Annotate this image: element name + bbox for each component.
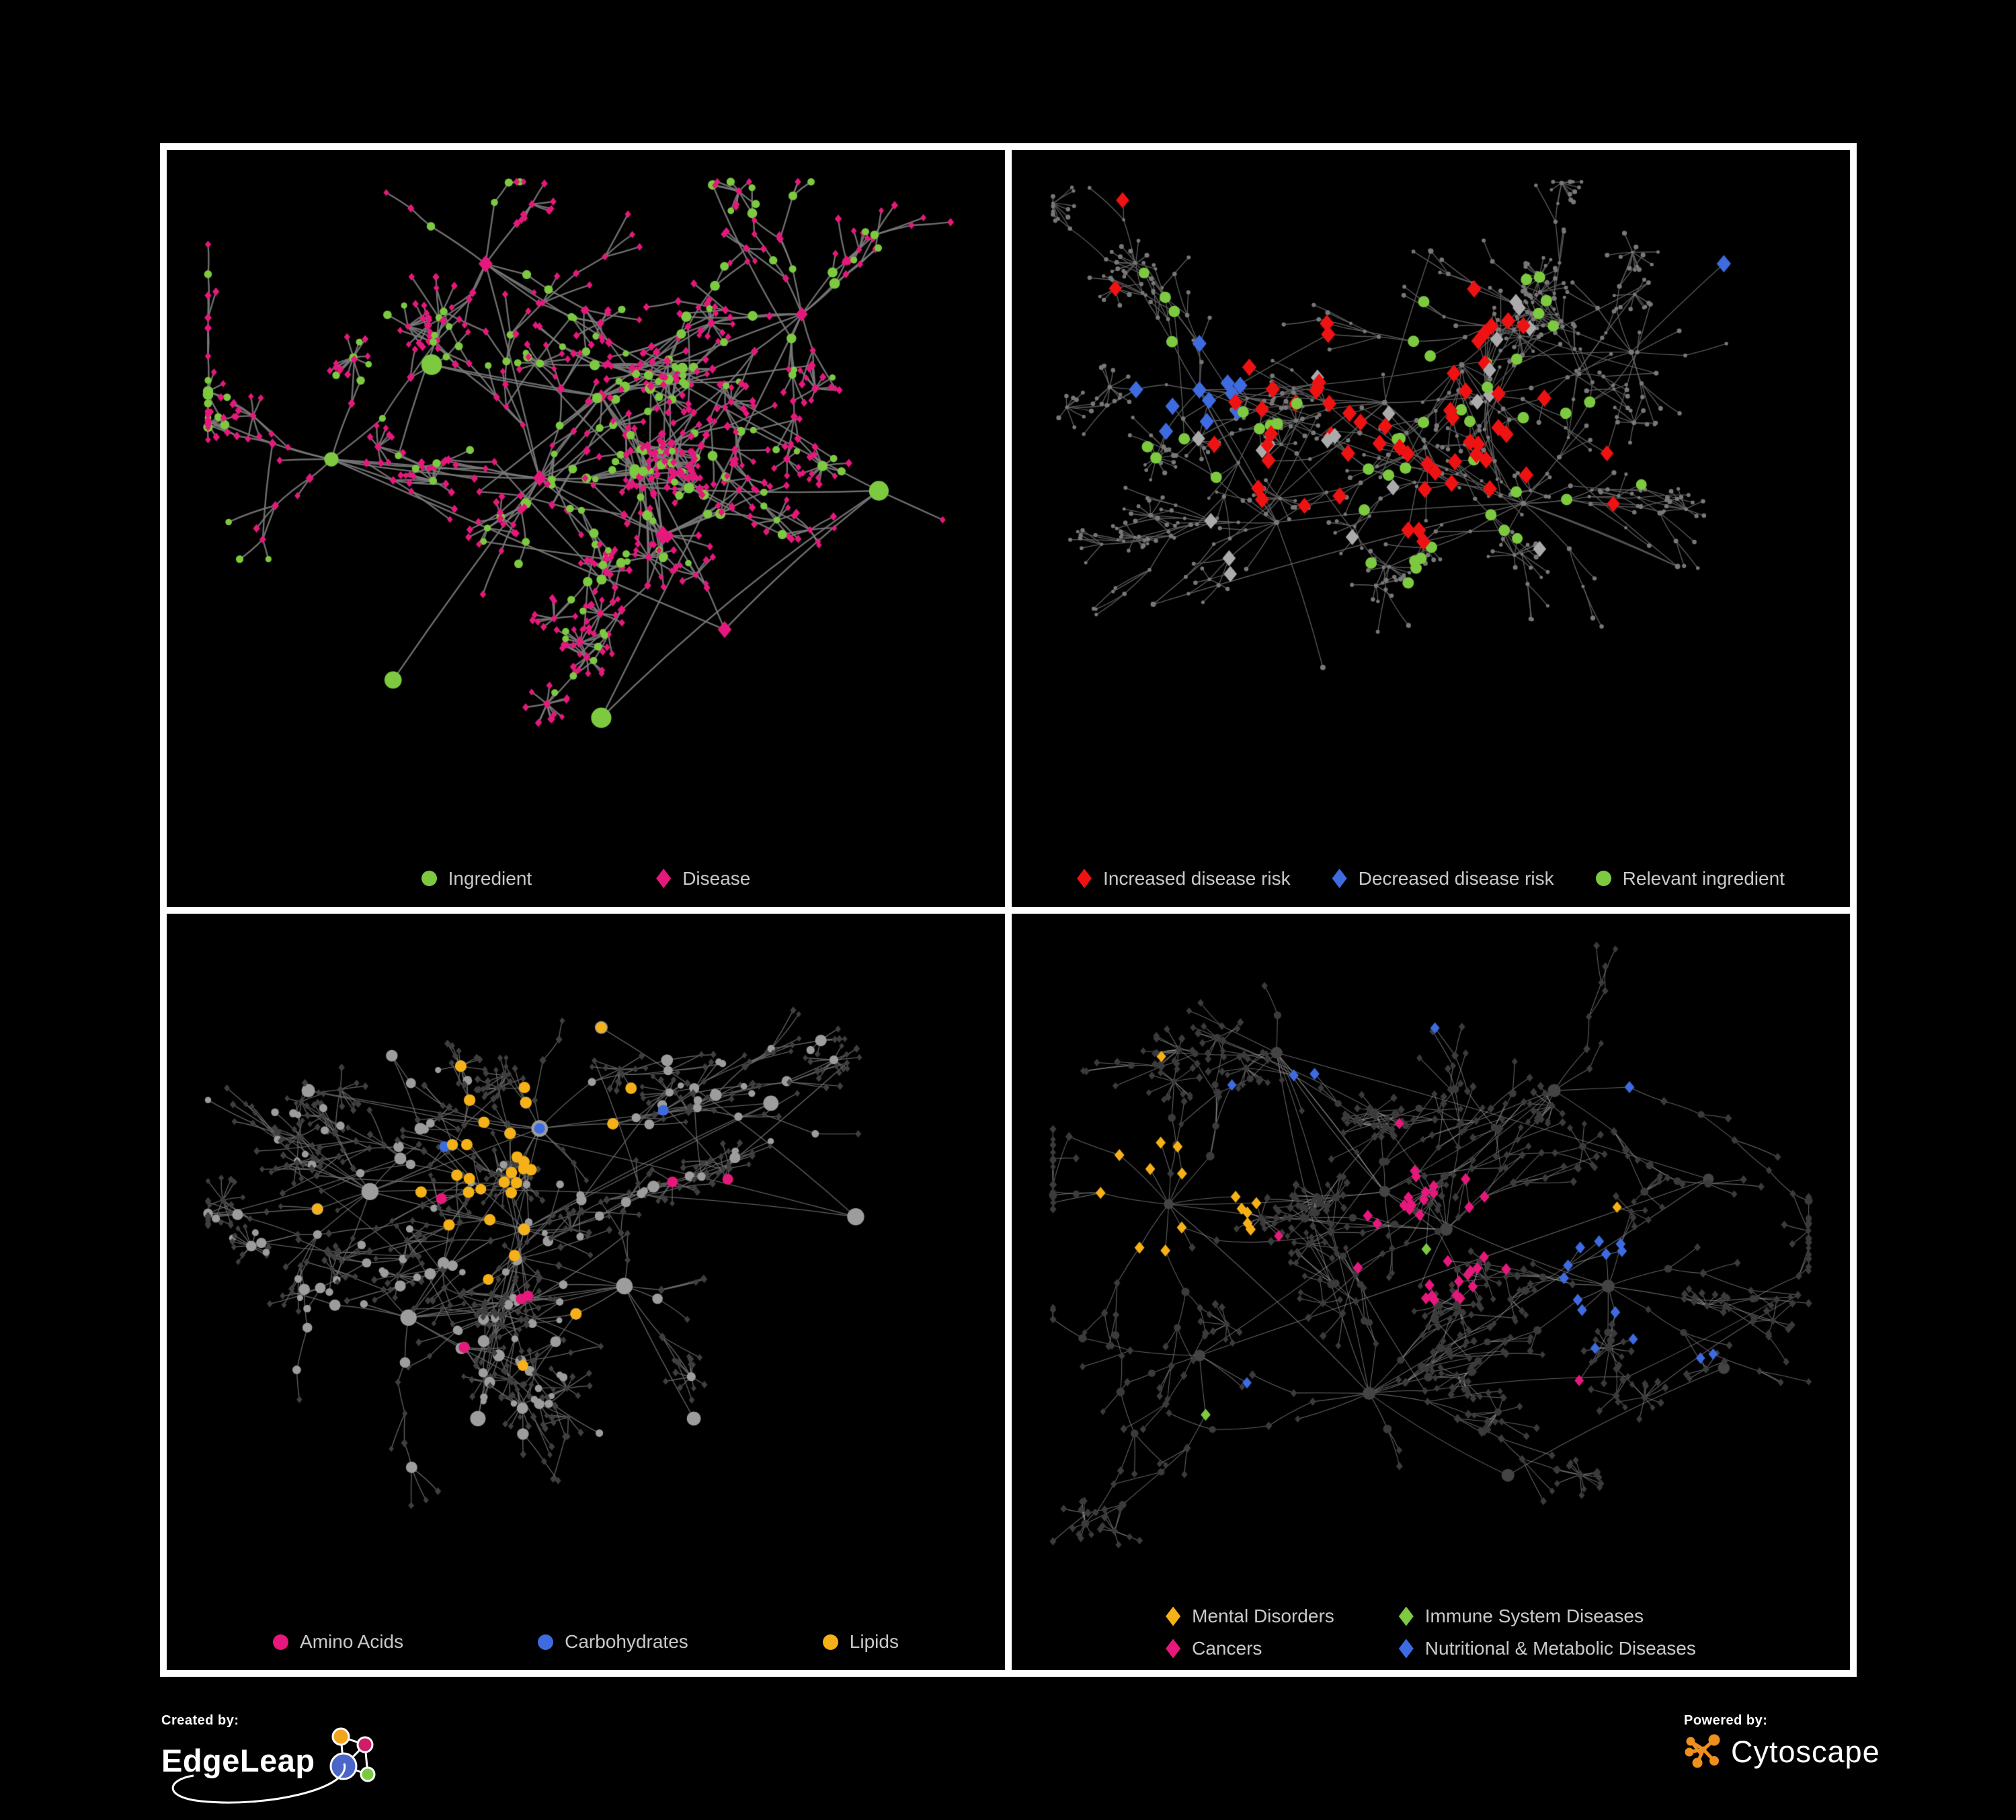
legend-item-amino-acids: Amino Acids (273, 1631, 403, 1653)
legend-item-nutritional-metabolic: Nutritional & Metabolic Diseases (1398, 1638, 1696, 1659)
edgeleap-credit: Created by: EdgeLeap (161, 1713, 384, 1804)
legend-item-decreased-risk: Decreased disease risk (1332, 868, 1554, 889)
legend-label: Disease (682, 867, 751, 889)
legend-label: Increased disease risk (1103, 867, 1291, 889)
legend-label: Lipids (849, 1631, 899, 1652)
cytoscape-network-icon (1685, 1734, 1720, 1768)
panel-ingredient-disease: Ingredient Disease (167, 150, 1005, 907)
four-panel-network-figure: Ingredient Disease Increased disease ris… (160, 143, 1857, 1677)
legend-item-carbohydrates: Carbohydrates (538, 1631, 688, 1653)
legend-label: Immune System Diseases (1424, 1606, 1644, 1626)
cytoscape-logo: Cytoscape (1684, 1733, 1880, 1770)
lipids-circle-swatch (822, 1634, 838, 1650)
edgeleap-logo: EdgeLeap (161, 1727, 384, 1804)
ingredient-circle-swatch (421, 871, 437, 886)
legend-item-mental-disorders: Mental Disorders (1166, 1606, 1334, 1627)
legend-label: Carbohydrates (565, 1631, 688, 1652)
disease-category-network-canvas (1012, 913, 1850, 1670)
legend-label: Mental Disorders (1192, 1606, 1334, 1626)
legend-label: Ingredient (448, 867, 532, 889)
powered-by-label: Powered by: (1684, 1713, 1768, 1728)
legend-item-cancers: Cancers (1166, 1638, 1334, 1659)
legend-disease-category: Mental Disorders Immune System Diseases … (1012, 1606, 1850, 1659)
legend-label: Cancers (1192, 1638, 1262, 1659)
immune-system-diamond-swatch (1398, 1606, 1414, 1626)
legend-label: Amino Acids (300, 1631, 404, 1652)
legend-item-disease: Disease (656, 868, 750, 889)
legend-item-relevant-ingredient: Relevant ingredient (1595, 867, 1785, 889)
legend-ingredient-disease: Ingredient Disease (167, 868, 1005, 889)
ingredient-disease-network-canvas (167, 150, 1005, 907)
legend-item-lipids: Lipids (822, 1631, 899, 1653)
mental-disorders-diamond-swatch (1166, 1606, 1181, 1626)
cancers-diamond-swatch (1166, 1638, 1181, 1659)
edgeleap-wordmark: EdgeLeap (161, 1742, 315, 1778)
relevant-ingredient-circle-swatch (1595, 871, 1611, 886)
panel-compound-class: Amino Acids Carbohydrates Lipids (167, 913, 1005, 1670)
legend-label: Nutritional & Metabolic Diseases (1424, 1638, 1696, 1659)
legend-item-increased-risk: Increased disease risk (1077, 868, 1291, 889)
legend-item-immune-system-diseases: Immune System Diseases (1398, 1606, 1696, 1627)
compound-class-network-canvas (167, 913, 1005, 1670)
disease-diamond-swatch (656, 869, 672, 888)
nutritional-metabolic-diamond-swatch (1398, 1638, 1414, 1659)
legend-label: Decreased disease risk (1358, 867, 1554, 889)
amino-acids-circle-swatch (273, 1634, 289, 1650)
carbohydrates-circle-swatch (538, 1634, 554, 1650)
panel-disease-risk: Increased disease risk Decreased disease… (1012, 150, 1850, 907)
cytoscape-wordmark: Cytoscape (1731, 1734, 1880, 1769)
disease-risk-network-canvas (1012, 150, 1850, 907)
legend-label: Relevant ingredient (1622, 867, 1785, 889)
increased-risk-diamond-swatch (1077, 869, 1092, 888)
decreased-risk-diamond-swatch (1332, 869, 1347, 888)
cytoscape-credit: Powered by: Cytoscape (1684, 1713, 1880, 1770)
panel-disease-category: Mental Disorders Immune System Diseases … (1012, 913, 1850, 1670)
legend-compound-class: Amino Acids Carbohydrates Lipids (167, 1631, 1005, 1653)
legend-disease-risk: Increased disease risk Decreased disease… (1012, 868, 1850, 889)
created-by-label: Created by: (161, 1713, 239, 1728)
edgeleap-network-icon (329, 1727, 376, 1782)
legend-item-ingredient: Ingredient (421, 868, 532, 889)
